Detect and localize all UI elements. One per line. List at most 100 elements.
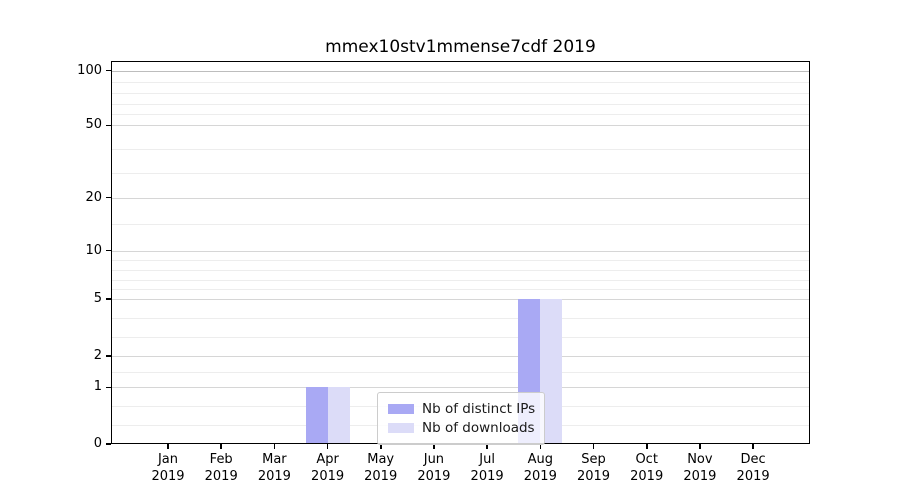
- x-tick-year: 2019: [151, 468, 185, 484]
- x-tick-label: Jun 2019: [402, 452, 466, 485]
- x-tick-mark: [486, 444, 488, 449]
- minor-gridline: [111, 92, 810, 94]
- x-tick-month: Jun: [423, 452, 445, 467]
- chart-title: mmex10stv1mmense7cdf 2019: [325, 37, 596, 57]
- legend-label: Nb of distinct IPs: [422, 401, 536, 417]
- bar-downloads: [327, 387, 350, 444]
- x-tick-year: 2019: [204, 468, 238, 484]
- x-tick-label: May 2019: [349, 452, 413, 485]
- y-tick-label: 2: [93, 348, 102, 363]
- y-tick-label: 1: [93, 379, 102, 395]
- x-tick-year: 2019: [630, 468, 664, 484]
- x-tick-month: Feb: [209, 452, 233, 467]
- y-tick-label: 20: [85, 189, 102, 205]
- bar-downloads: [540, 299, 563, 444]
- x-tick-month: Jan: [157, 452, 179, 467]
- x-tick-mark: [699, 444, 701, 449]
- major-gridline: [111, 250, 810, 252]
- x-tick-mark: [273, 444, 276, 449]
- x-tick-mark: [167, 444, 169, 449]
- x-tick-year: 2019: [736, 468, 770, 484]
- minor-gridline: [111, 81, 810, 83]
- x-tick-year: 2019: [417, 468, 451, 484]
- x-tick-mark: [539, 444, 542, 449]
- x-tick-month: May: [367, 452, 395, 467]
- x-tick-month: Dec: [740, 452, 766, 467]
- x-tick-month: Nov: [687, 452, 713, 467]
- grid-layer: [111, 61, 810, 444]
- x-tick-year: 2019: [470, 468, 504, 484]
- y-tick-mark: [105, 443, 111, 445]
- legend-item: Nb of distinct IPs: [378, 401, 544, 417]
- x-tick-mark: [380, 444, 382, 449]
- x-tick-mark: [646, 444, 648, 449]
- minor-gridline: [111, 114, 810, 116]
- x-tick-label: Dec 2019: [721, 452, 785, 485]
- bars-layer: [111, 61, 810, 444]
- x-tick-label: Jan 2019: [136, 452, 200, 485]
- x-tick-label: Jul 2019: [455, 452, 519, 485]
- y-tick-label: 10: [85, 242, 102, 258]
- x-tick-label: Feb 2019: [189, 452, 253, 485]
- x-tick-month: Aug: [527, 452, 553, 467]
- x-tick-month: Sep: [581, 452, 606, 467]
- minor-gridline: [111, 337, 810, 338]
- x-tick-year: 2019: [364, 468, 398, 484]
- minor-gridline: [111, 260, 810, 262]
- major-gridline: [111, 197, 810, 199]
- minor-gridline: [111, 270, 810, 271]
- x-tick-year: 2019: [523, 468, 557, 484]
- minor-gridline: [111, 173, 810, 175]
- y-tick-mark: [105, 69, 111, 72]
- x-tick-year: 2019: [311, 468, 345, 484]
- major-gridline: [111, 356, 810, 357]
- legend: Nb of distinct IPs Nb of downloads: [377, 392, 545, 445]
- y-tick-label: 100: [77, 62, 102, 78]
- y-tick-mark: [105, 298, 111, 300]
- x-tick-label: Mar 2019: [242, 452, 306, 485]
- x-tick-mark: [433, 444, 435, 449]
- legend-swatch-downloads: [388, 423, 414, 433]
- x-tick-month: Oct: [635, 452, 658, 467]
- major-gridline: [111, 70, 810, 72]
- y-tick-mark: [105, 386, 111, 389]
- minor-gridline: [111, 289, 810, 291]
- bar-distinct-ips: [305, 387, 328, 444]
- minor-gridline: [111, 149, 810, 151]
- y-tick-label: 5: [93, 291, 102, 306]
- legend-swatch-distinct_ips: [388, 404, 414, 414]
- x-tick-month: Jul: [479, 452, 495, 467]
- x-tick-label: Apr 2019: [296, 452, 360, 485]
- major-gridline: [111, 387, 810, 389]
- minor-gridline: [111, 279, 810, 281]
- legend-item: Nb of downloads: [378, 420, 544, 436]
- x-tick-label: Oct 2019: [615, 452, 679, 485]
- x-tick-year: 2019: [683, 468, 717, 484]
- x-tick-year: 2019: [257, 468, 291, 484]
- major-gridline: [111, 125, 810, 127]
- legend-label: Nb of downloads: [422, 420, 535, 436]
- y-tick-mark: [105, 355, 111, 357]
- minor-gridline: [111, 224, 810, 226]
- x-tick-mark: [326, 444, 329, 449]
- major-gridline: [111, 299, 810, 300]
- x-tick-month: Apr: [316, 452, 339, 467]
- minor-gridline: [111, 318, 810, 319]
- plot-area: [111, 61, 810, 444]
- minor-gridline: [111, 103, 810, 105]
- minor-gridline: [111, 371, 810, 373]
- x-tick-mark: [220, 444, 222, 449]
- y-tick-label: 50: [85, 117, 102, 133]
- x-tick-mark: [752, 444, 754, 449]
- y-tick-label: 0: [93, 436, 102, 451]
- x-tick-label: Sep 2019: [562, 452, 626, 485]
- x-tick-label: Nov 2019: [668, 452, 732, 485]
- y-tick-mark: [105, 249, 111, 252]
- x-tick-label: Aug 2019: [508, 452, 572, 485]
- y-tick-mark: [105, 124, 111, 127]
- x-tick-mark: [592, 444, 595, 449]
- y-tick-mark: [105, 196, 111, 199]
- x-tick-year: 2019: [576, 468, 611, 484]
- x-tick-month: Mar: [262, 452, 287, 467]
